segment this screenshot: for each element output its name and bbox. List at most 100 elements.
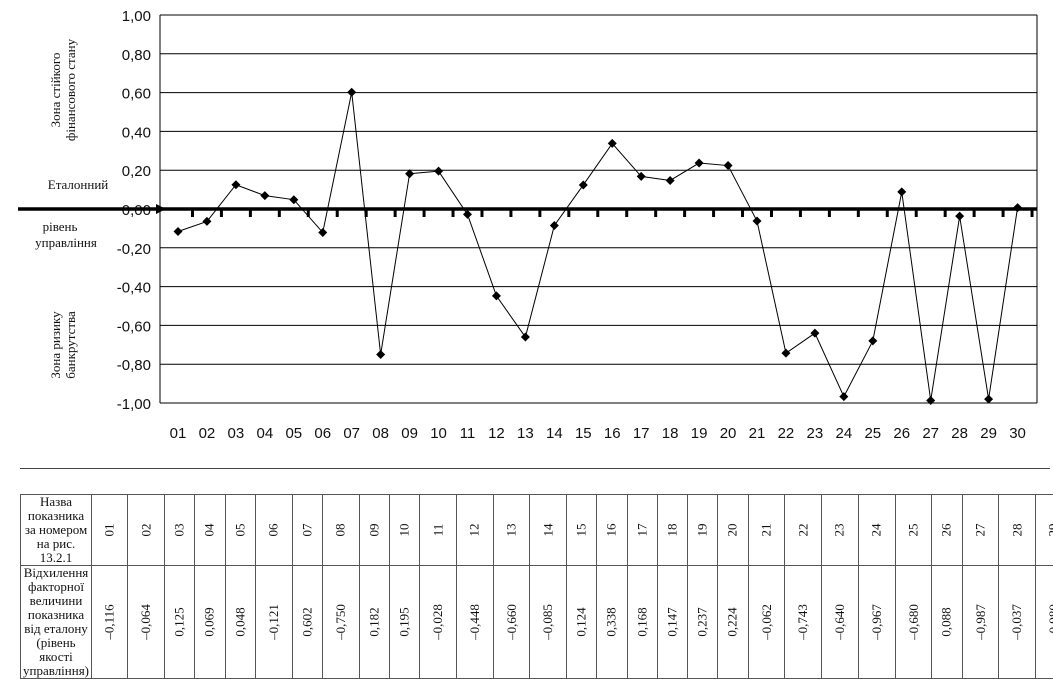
indicator-number: 17: [634, 524, 650, 537]
data-point: [521, 333, 530, 342]
x-tick-label: 26: [893, 425, 910, 442]
data-point: [463, 210, 472, 219]
x-tick-label: 21: [749, 425, 766, 442]
data-point: [579, 180, 588, 189]
deviation-cell: 0,124: [567, 566, 597, 679]
x-tick-label: 18: [662, 425, 679, 442]
deviation-value: –0,085: [540, 604, 556, 640]
deviation-cell: –0,116: [92, 566, 128, 679]
deviation-cell: –0,448: [456, 566, 493, 679]
x-tick-label: 22: [778, 425, 795, 442]
deviation-value: –0,743: [795, 604, 811, 640]
indicator-number: 25: [905, 524, 921, 537]
deviation-cell: 0,602: [292, 566, 322, 679]
indicator-number: 29: [1046, 524, 1053, 537]
deviation-cell: –0,680: [895, 566, 932, 679]
indicator-number: 18: [664, 524, 680, 537]
indicator-number: 19: [695, 524, 711, 537]
series-line: [178, 92, 1018, 400]
data-point: [781, 349, 790, 358]
x-tick-label: 25: [864, 425, 881, 442]
indicator-number-cell: 03: [165, 495, 195, 566]
indicator-number: 07: [299, 524, 315, 537]
deviation-cell: 0,224: [718, 566, 748, 679]
reference-level-bottom-1: рівень: [43, 219, 78, 234]
x-tick-label: 15: [575, 425, 592, 442]
indicator-number-cell: 21: [748, 495, 785, 566]
indicator-number-cell: 06: [255, 495, 292, 566]
deviation-cell: 0,147: [657, 566, 687, 679]
indicator-number: 20: [725, 524, 741, 537]
indicator-number-cell: 26: [932, 495, 962, 566]
indicator-number: 13: [503, 524, 519, 537]
indicator-number-cell: 17: [627, 495, 657, 566]
deviation-value: –0,062: [758, 604, 774, 640]
deviation-value: –0,680: [905, 604, 921, 640]
indicator-number-cell: 08: [322, 495, 359, 566]
data-point: [434, 167, 443, 176]
indicator-number: 03: [172, 524, 188, 537]
deviation-cell: 0,237: [688, 566, 718, 679]
indicator-number: 23: [832, 524, 848, 537]
indicator-number-cell: 20: [718, 495, 748, 566]
indicator-number-cell: 09: [359, 495, 389, 566]
indicator-number-cell: 01: [92, 495, 128, 566]
data-point: [1013, 203, 1022, 212]
zero-axis: [18, 204, 1037, 217]
data-points: [174, 88, 1023, 405]
indicator-number-cell: 18: [657, 495, 687, 566]
indicator-number: 15: [574, 524, 590, 537]
zone-risk-label-1: Зона ризику: [48, 311, 63, 379]
deviation-cell: 0,195: [389, 566, 419, 679]
x-tick-label: 11: [460, 425, 476, 442]
data-point: [347, 88, 356, 97]
deviation-value: 0,182: [366, 607, 382, 636]
data-point: [666, 176, 675, 185]
indicator-number-cell: 24: [858, 495, 895, 566]
y-tick-label: 0,20: [122, 163, 151, 180]
deviation-value: –0,980: [1046, 604, 1053, 640]
deviation-cell: –0,085: [530, 566, 567, 679]
deviation-cell: –0,037: [999, 566, 1036, 679]
line-chart: 1,000,800,600,400,200,00-0,20-0,40-0,60-…: [0, 0, 1053, 465]
deviation-value: 0,224: [725, 607, 741, 636]
deviation-cell: –0,640: [822, 566, 859, 679]
deviation-value: –0,116: [102, 604, 118, 639]
deviation-value: –0,660: [503, 604, 519, 640]
deviation-value: –0,967: [869, 604, 885, 640]
x-tick-label: 09: [401, 425, 418, 442]
data-point: [926, 396, 935, 405]
x-tick-label: 04: [257, 425, 274, 442]
x-tick-label: 13: [517, 425, 534, 442]
deviation-value: –0,640: [832, 604, 848, 640]
deviation-value: 0,195: [396, 607, 412, 636]
zone-stable-label-2: фінансового стану: [63, 38, 78, 141]
deviation-value: –0,028: [430, 604, 446, 640]
x-tick-label: 03: [228, 425, 245, 442]
y-tick-label: -0,20: [117, 241, 151, 258]
y-tick-label: 0,80: [122, 47, 151, 64]
indicator-number: 28: [1009, 524, 1025, 537]
x-tick-label: 28: [951, 425, 968, 442]
x-tick-label: 30: [1009, 425, 1026, 442]
data-point: [810, 329, 819, 338]
arrow-head-icon: [156, 204, 166, 214]
data-point: [955, 212, 964, 221]
indicator-number: 24: [869, 524, 885, 537]
data-point: [202, 217, 211, 226]
x-tick-label: 27: [922, 425, 939, 442]
y-tick-label: -0,80: [117, 357, 151, 374]
zone-risk-label-2: банкрутства: [63, 311, 78, 379]
deviation-value: 0,168: [634, 607, 650, 636]
x-tick-label: 06: [314, 425, 331, 442]
indicator-number: 01: [102, 524, 118, 537]
deviation-value: –0,448: [467, 604, 483, 640]
data-point: [984, 395, 993, 404]
x-tick-label: 08: [372, 425, 389, 442]
y-tick-label: -0,40: [117, 280, 151, 297]
deviation-cell: 0,069: [195, 566, 225, 679]
deviation-cell: –0,987: [962, 566, 999, 679]
indicator-number: 27: [972, 524, 988, 537]
y-tick-label: 0,40: [122, 124, 151, 141]
